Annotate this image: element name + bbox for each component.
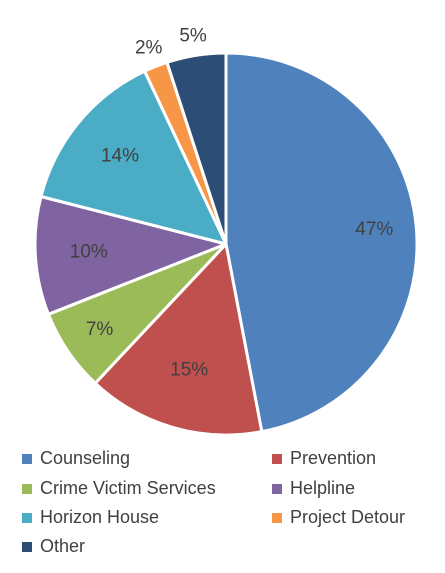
legend-label-helpline: Helpline [290, 478, 356, 498]
legend-item-prevention: Prevention [272, 448, 376, 469]
legend-label-counseling: Counseling [40, 448, 131, 468]
pie-label-other: 5% [179, 26, 207, 47]
pie-slice-counseling [224, 51, 419, 434]
legend-item-other: Other [22, 536, 85, 557]
pie-slice-other [165, 51, 228, 246]
legend-item-horizon-house: Horizon House [22, 507, 159, 528]
pie-slice-prevention [93, 242, 264, 437]
legend-label-other: Other [40, 536, 86, 556]
pie-label-project-detour: 2% [135, 38, 163, 59]
legend-item-counseling: Counseling [22, 448, 130, 469]
pie-slice-helpline [33, 195, 228, 316]
pie-label-horizon-house: 14% [101, 145, 139, 166]
legend-label-crime-victim-services: Crime Victim Services [40, 478, 216, 498]
legend-swatch-counseling [22, 453, 32, 464]
legend-label-horizon-house: Horizon House [40, 507, 160, 527]
legend-swatch-other [22, 541, 32, 552]
legend-swatch-project-detour [272, 512, 282, 523]
legend-swatch-prevention [272, 453, 282, 464]
legend-swatch-crime-victim-services [22, 483, 32, 494]
pie-label-crime-victim-services: 7% [86, 319, 114, 340]
pie-label-prevention: 15% [170, 360, 208, 381]
legend-label-project-detour: Project Detour [290, 507, 406, 527]
pie-label-counseling: 47% [355, 219, 393, 240]
legend-item-project-detour: Project Detour [272, 507, 405, 528]
legend-item-crime-victim-services: Crime Victim Services [22, 478, 216, 499]
legend-item-helpline: Helpline [272, 478, 355, 499]
legend-label-prevention: Prevention [290, 448, 377, 468]
pie-label-helpline: 10% [70, 242, 108, 263]
legend-swatch-horizon-house [22, 512, 32, 523]
legend-swatch-helpline [272, 483, 282, 494]
pie-slice-horizon-house [39, 69, 228, 246]
